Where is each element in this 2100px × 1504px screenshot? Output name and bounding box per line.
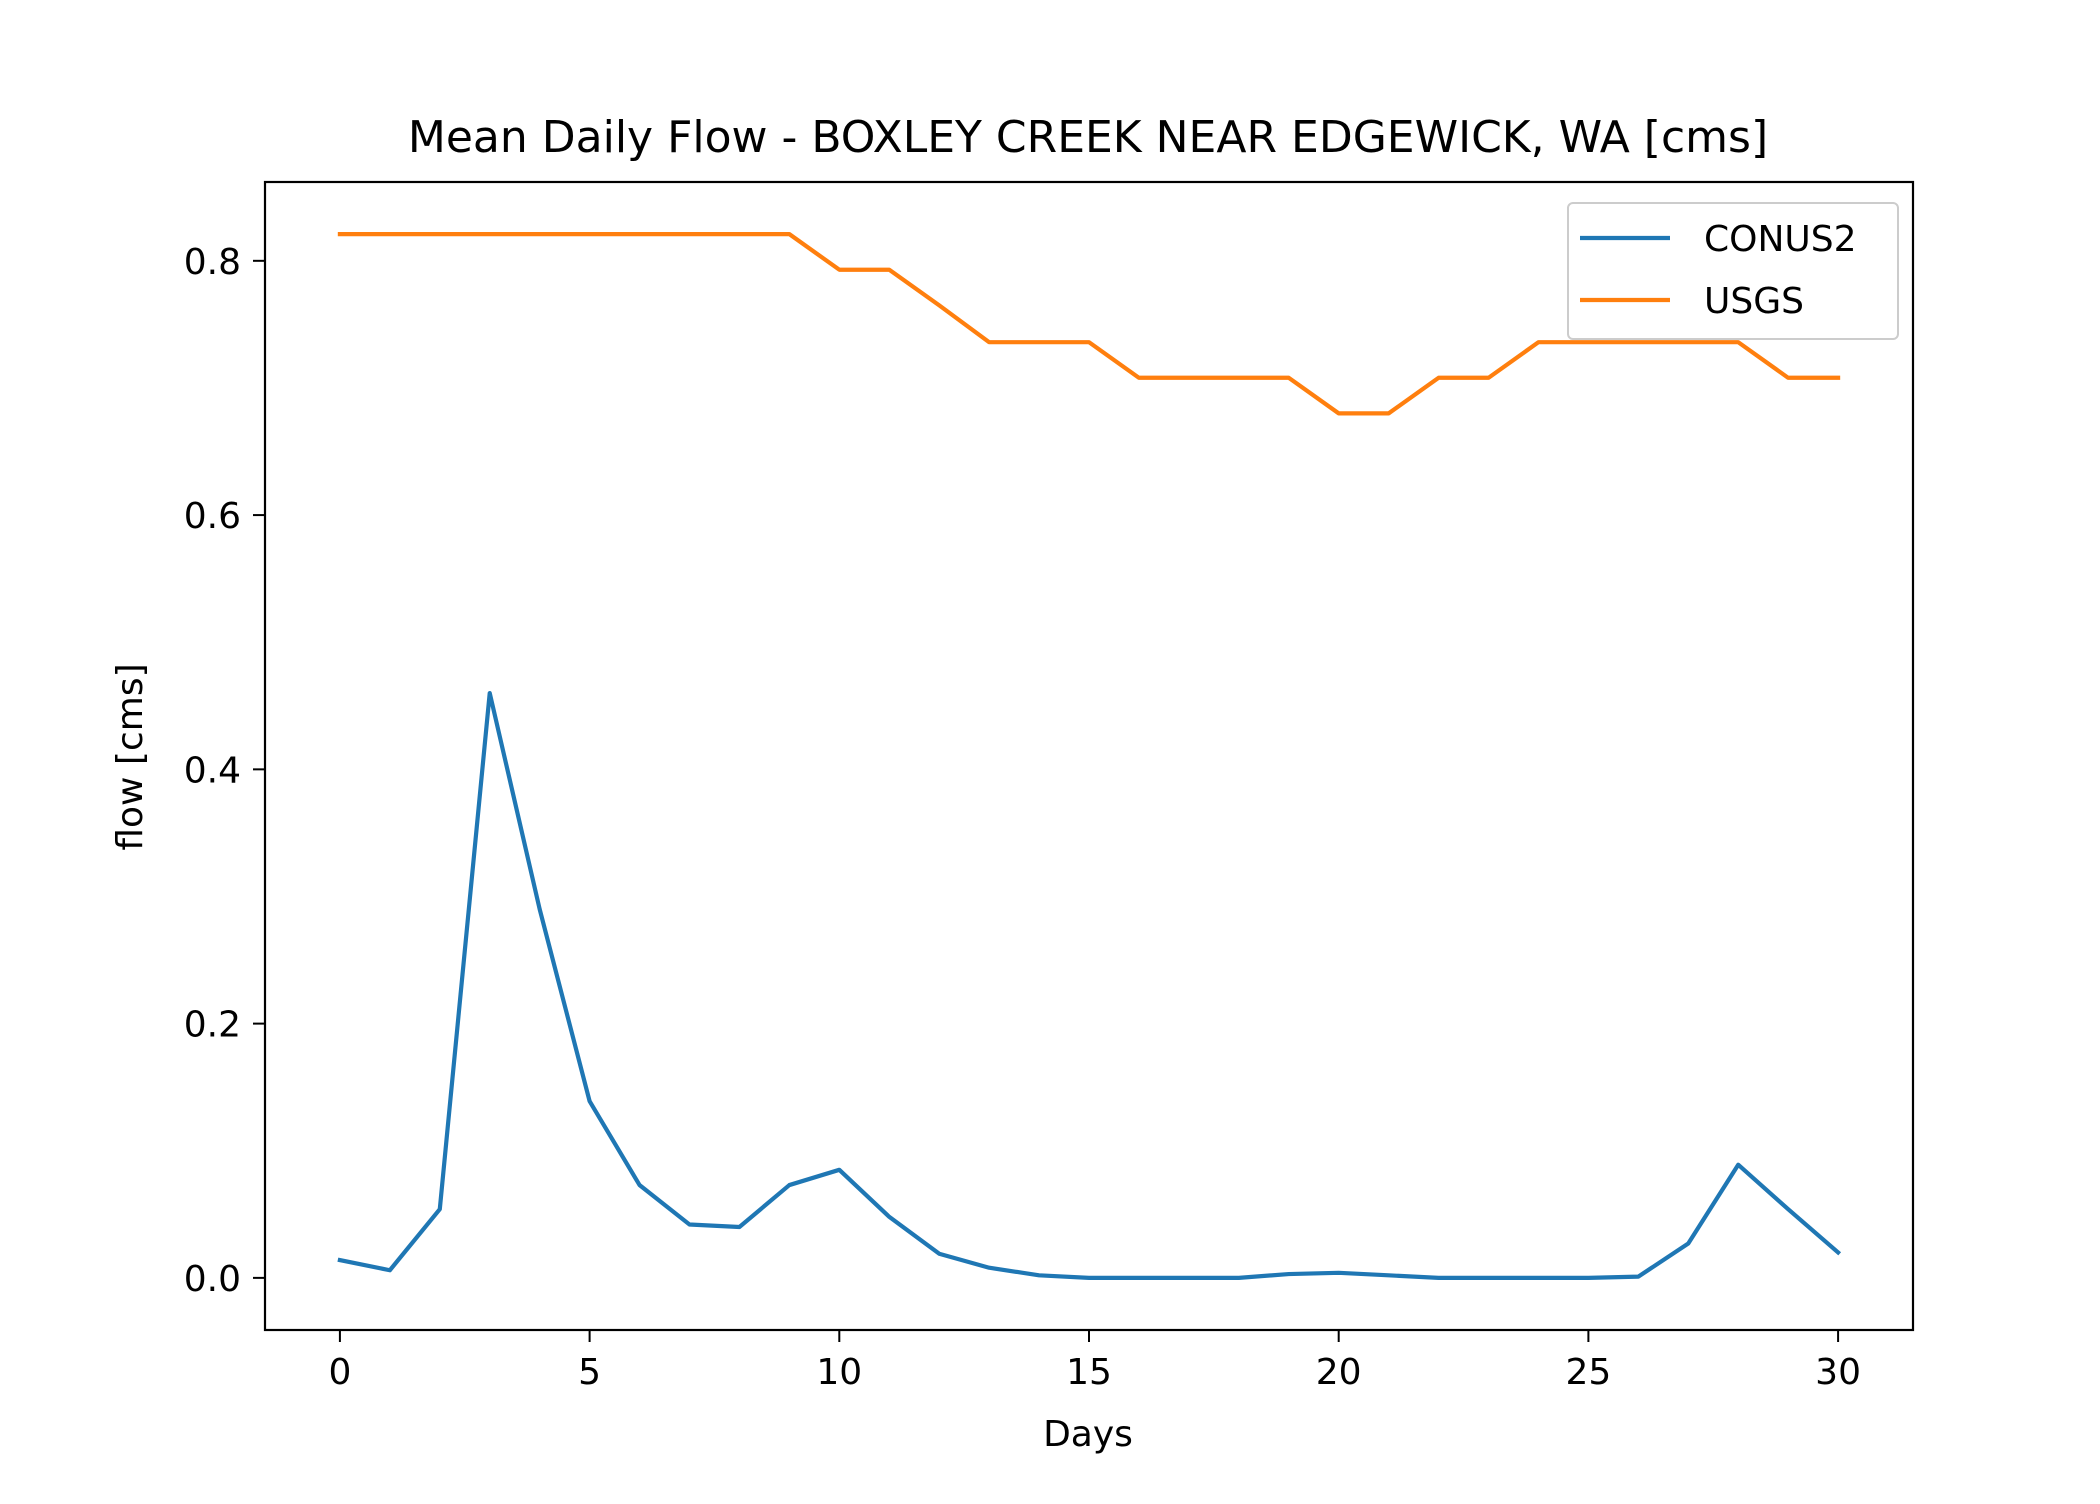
- axes-frame: [263, 180, 1915, 1332]
- series-line-usgs: [337, 232, 1841, 416]
- x-tick-label: 5: [578, 1352, 601, 1393]
- x-axis: 0 5 10 15 20 25 30: [328, 1330, 1861, 1393]
- x-tick-label: 0: [328, 1352, 351, 1393]
- y-axis: 0.0 0.2 0.4 0.6 0.8: [184, 242, 265, 1300]
- y-tick-label: 0.4: [184, 750, 241, 791]
- legend-label-conus2: CONUS2: [1704, 219, 1857, 260]
- y-tick-label: 0.8: [184, 242, 241, 283]
- legend-label-usgs: USGS: [1704, 281, 1804, 322]
- x-tick-label: 20: [1316, 1352, 1362, 1393]
- plot-area-group: [337, 232, 1842, 1280]
- y-tick-label: 0.0: [184, 1259, 241, 1300]
- x-axis-label: Days: [1043, 1414, 1133, 1455]
- y-axis-label: flow [cms]: [110, 663, 151, 850]
- legend: CONUS2 USGS: [1567, 202, 1899, 340]
- y-tick-label: 0.6: [184, 496, 241, 537]
- x-tick-label: 10: [816, 1352, 862, 1393]
- x-tick-label: 30: [1815, 1352, 1861, 1393]
- y-tick-label: 0.2: [184, 1005, 241, 1046]
- series-line-conus2: [337, 690, 1842, 1280]
- chart-title: Mean Daily Flow - BOXLEY CREEK NEAR EDGE…: [408, 112, 1768, 163]
- x-tick-label: 25: [1565, 1352, 1611, 1393]
- x-tick-label: 15: [1066, 1352, 1112, 1393]
